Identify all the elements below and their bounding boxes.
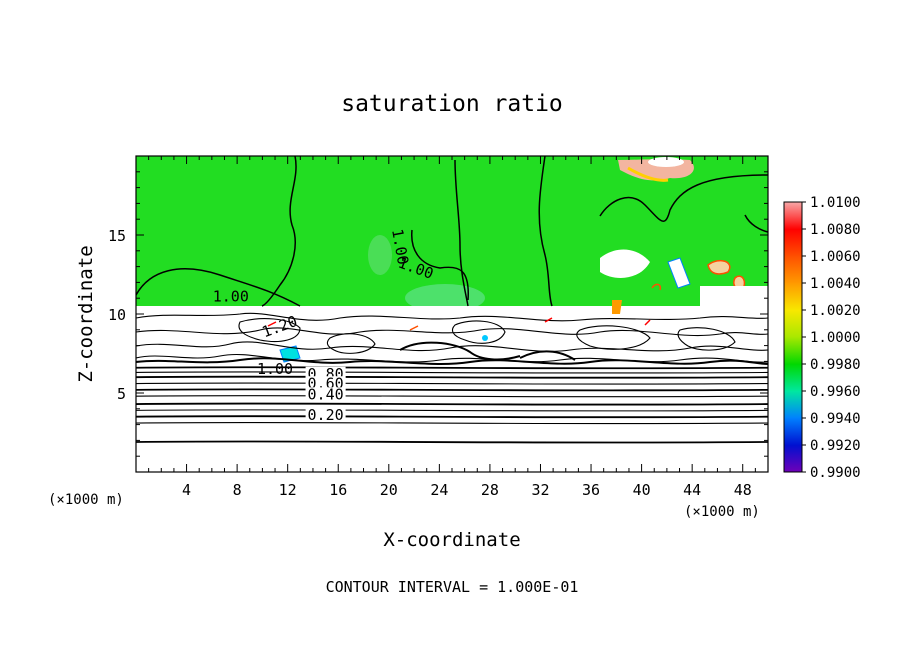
subsaturated-patch (368, 235, 392, 275)
x-tick-label: 32 (531, 481, 549, 499)
horizontal-contour-line (136, 415, 768, 419)
x-units-left: (×1000 m) (48, 492, 124, 508)
contour-label: 1.00 (388, 227, 412, 266)
contour-label-bg (305, 387, 346, 402)
dry-patch (600, 249, 650, 278)
contour-line (576, 325, 651, 350)
colorbar-band (784, 229, 802, 257)
contour-line (136, 327, 768, 337)
contour-line (136, 312, 768, 322)
x-tick-label: 48 (734, 481, 752, 499)
chart-title: saturation ratio (341, 91, 563, 117)
y-axis-label: Z-coordinate (75, 245, 97, 382)
horizontal-contour-line (136, 366, 768, 370)
colorbar-label: 1.0060 (810, 249, 861, 265)
horizontal-contour-line (136, 421, 768, 425)
contour-line (261, 156, 297, 307)
x-tick-label: 40 (633, 481, 651, 499)
horizontal-contour-line (136, 440, 768, 444)
horizontal-contour-line (136, 371, 768, 374)
colorbar-band (784, 391, 802, 419)
colorbar-band (784, 445, 802, 473)
dry-patch (667, 257, 691, 289)
colorbar-label: 1.0020 (810, 303, 861, 319)
colorbar-band (784, 337, 802, 365)
contour-line (136, 268, 301, 307)
colorbar-label: 1.0000 (810, 330, 861, 346)
horizontal-contour-line (136, 388, 768, 392)
dry-patch (700, 286, 768, 306)
horizontal-contour-line (136, 395, 768, 398)
contour-line (677, 327, 736, 351)
contour-line (399, 341, 521, 361)
x-tick-label: 16 (329, 481, 347, 499)
colorbar-band (784, 283, 802, 311)
contour-line (454, 159, 469, 307)
colorbar: 1.0100 1.0080 1.0060 1.0040 1.0020 1.0000 0.99… (783, 195, 861, 481)
horizontal-contour-line (136, 409, 768, 412)
contour-line (326, 333, 376, 354)
colorbar-label: 1.0080 (810, 222, 861, 238)
saturated-region (136, 156, 768, 306)
contour-label-bg (305, 407, 346, 422)
supersaturated-patch (648, 157, 684, 167)
horizontal-contours (136, 366, 768, 444)
horizontal-contour-line (136, 402, 768, 406)
colorbar-label: 0.9900 (810, 465, 861, 481)
x-axis: 4 8 12 16 20 24 28 32 36 40 44 48 (148, 156, 756, 499)
colorbar-label: 1.0040 (810, 276, 861, 292)
colorbar-band (784, 202, 802, 230)
contour-interval-note: CONTOUR INTERVAL = 1.000E-01 (326, 578, 579, 596)
contour-line (599, 174, 768, 222)
colorbar-band (784, 418, 802, 446)
contour-label-bg (305, 376, 346, 391)
x-axis-label: X-coordinate (383, 529, 520, 551)
colorbar-label: 1.0100 (810, 195, 861, 211)
x-tick-label: 36 (582, 481, 600, 499)
y-tick-label: 15 (108, 227, 126, 245)
x-tick-label: 28 (481, 481, 499, 499)
contour-line (136, 353, 768, 363)
colorbar-label: 0.9960 (810, 384, 861, 400)
dry-patch (707, 259, 731, 275)
contour-line (136, 341, 768, 352)
colorbar-label: 0.9920 (810, 438, 861, 454)
cloud-edge-patch (482, 335, 488, 341)
contour-line (238, 318, 301, 343)
x-tick-label: 44 (683, 481, 701, 499)
y-tick-label: 10 (108, 306, 126, 324)
colorbar-band (784, 310, 802, 338)
y-tick-label: 5 (117, 385, 126, 403)
contour-labels: 1.001.001.001.201.00 0.800.600.400.20 (213, 227, 436, 423)
y-axis: 5 10 15 (108, 171, 768, 457)
horizontal-contour-line (136, 375, 768, 379)
horizontal-contour-line (136, 382, 768, 385)
contour-line (744, 214, 768, 233)
contour-label: 0.20 (308, 406, 344, 424)
contour-label: 0.40 (308, 385, 344, 403)
x-tick-label: 20 (380, 481, 398, 499)
x-tick-label: 8 (233, 481, 242, 499)
x-units-right: (×1000 m) (684, 504, 760, 520)
cloud-edge-patch (612, 300, 622, 314)
colorbar-band (784, 256, 802, 284)
colorbar-label: 0.9980 (810, 357, 861, 373)
contour-label: 1.00 (257, 360, 293, 378)
contour-line (136, 357, 768, 365)
supersaturated-patch (627, 166, 669, 182)
contour-line (538, 156, 553, 307)
plot-area (136, 156, 768, 472)
contour-label: 1.00 (213, 287, 249, 305)
colorbar-band (784, 364, 802, 392)
contour-line (451, 320, 506, 344)
x-tick-label: 24 (430, 481, 448, 499)
contour-line (411, 229, 469, 301)
x-tick-label: 4 (182, 481, 191, 499)
contour-line (519, 350, 576, 361)
colorbar-label: 0.9940 (810, 411, 861, 427)
x-tick-label: 12 (279, 481, 297, 499)
